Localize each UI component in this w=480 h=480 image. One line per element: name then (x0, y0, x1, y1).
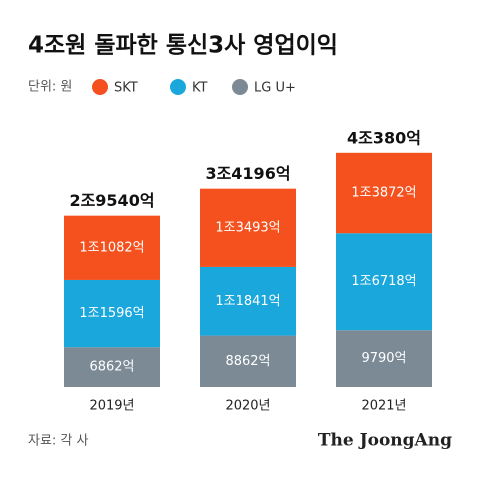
unit-label: 단위: 원 (28, 80, 72, 95)
value-label: 1조3872억 (351, 186, 416, 201)
value-label: 1조3493억 (215, 220, 280, 235)
legend-label: KT (192, 81, 208, 96)
value-label: 1조6718억 (351, 274, 416, 289)
bar-segment (200, 335, 296, 387)
bar-segment (200, 188, 296, 267)
total-label: 2조9540억 (69, 191, 154, 210)
bar-segment (336, 330, 432, 387)
legend-swatch (232, 79, 248, 95)
value-label: 8862억 (225, 354, 270, 369)
legend-label: SKT (114, 81, 138, 96)
x-tick-label: 2020년 (225, 399, 270, 414)
value-label: 1조1841억 (215, 294, 280, 309)
brand: The JoongAng (318, 431, 452, 451)
total-label: 4조380억 (347, 128, 421, 147)
x-tick-label: 2019년 (89, 399, 134, 414)
legend-swatch (170, 79, 186, 95)
value-label: 9790억 (361, 351, 406, 366)
legend-swatch (92, 79, 108, 95)
value-label: 1조1596억 (79, 306, 144, 321)
bar-segment (64, 347, 160, 387)
value-label: 1조1082억 (79, 240, 144, 255)
chart-title: 4조원 돌파한 통신3사 영업이익 (28, 33, 338, 59)
bar-segment (64, 279, 160, 348)
x-tick-label: 2021년 (361, 399, 406, 414)
source: 자료: 각 사 (28, 434, 89, 449)
legend-label: LG U+ (254, 81, 296, 96)
bar-segment (64, 215, 160, 280)
bar-segment (336, 233, 432, 331)
bar-segment (200, 266, 296, 336)
value-label: 6862억 (89, 360, 134, 375)
bar-segment (336, 152, 432, 234)
total-label: 3조4196억 (205, 164, 290, 183)
